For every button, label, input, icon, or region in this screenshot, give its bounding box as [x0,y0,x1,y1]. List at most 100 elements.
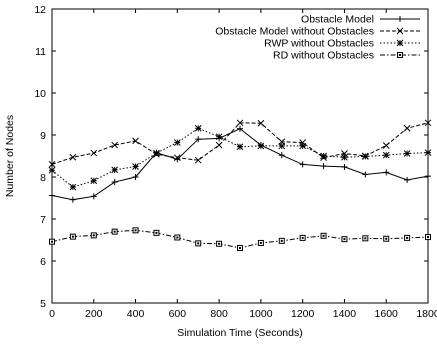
legend-marker [397,52,403,58]
data-point [382,151,390,159]
data-point [69,183,77,191]
legend-label: Obstacle Model without Obstacles [215,26,374,38]
data-point [341,163,348,170]
y-tick-label: 12 [34,4,46,16]
data-point [404,234,411,241]
data-point [278,142,286,150]
legend-label: Obstacle Model [301,14,374,26]
data-point [403,150,411,157]
data-point [320,152,327,160]
data-point [425,234,431,241]
data-point [425,173,431,180]
data-point [257,239,264,246]
data-point [216,240,223,247]
data-point [49,192,55,199]
data-point [153,149,160,157]
legend-marker [397,16,403,22]
x-axis-label: Simulation Time (Seconds) [177,327,302,339]
data-point [174,234,181,241]
axis-ticks: 0 200 400 600 800 1000 1200 1400 1600 1800 5 6 7 8 9 10… [34,4,437,320]
data-point [90,177,98,185]
data-point [362,235,369,242]
y-tick-label: 11 [35,46,46,58]
legend-entry: RD without Obstacles [273,50,420,62]
data-point [383,169,390,176]
y-axis-label: Number of Nodes [4,115,16,197]
data-point [153,229,160,236]
y-tick-label: 10 [34,88,46,100]
plot-frame [51,8,429,304]
data-point [299,142,307,150]
x-tick-label: 1200 [291,308,315,320]
legend-entry: Obstacle Model [301,14,420,26]
data-point [194,124,202,132]
data-point [361,153,369,160]
legend-label: RD without Obstacles [273,50,374,62]
data-point [173,154,181,162]
data-point [424,149,432,156]
legend-entry: Obstacle Model without Obstacles [215,26,420,38]
legend-marker [396,39,404,47]
data-point [278,152,285,159]
data-point [132,163,139,170]
x-tick-label: 1000 [249,308,273,320]
data-point [362,171,369,178]
data-point [132,227,139,234]
x-tick-label: 600 [169,308,187,320]
data-point [69,196,76,203]
data-point [320,232,327,239]
data-point [237,244,243,251]
data-point [195,240,202,247]
data-point [132,137,139,145]
data-point [383,235,390,242]
series-2 [48,124,432,191]
y-tick-label: 6 [40,256,46,268]
y-tick-label: 8 [40,172,46,184]
series-3 [49,227,431,251]
series-line [51,128,429,201]
data-point [257,142,265,150]
series-layer [48,119,432,251]
data-point [111,141,119,149]
legend-label: RWP without Obstacles [264,38,374,50]
data-point [195,136,202,143]
data-point [278,237,285,244]
data-point [173,139,181,146]
data-point [90,149,98,157]
data-point [382,142,390,149]
data-point [424,119,432,127]
data-point [111,179,118,186]
data-point [236,143,244,151]
legend-entry: RWP without Obstacles [264,38,420,50]
y-tick-label: 9 [40,130,46,142]
data-point [48,161,56,168]
data-point [320,163,327,170]
data-point [237,125,243,132]
data-point [215,133,223,141]
data-point [69,233,76,240]
series-0 [49,125,431,203]
x-tick-label: 0 [49,308,55,320]
x-tick-label: 1400 [333,308,357,320]
x-tick-label: 400 [127,308,145,320]
y-tick-label: 5 [40,298,46,310]
data-point [90,232,97,239]
data-point [299,234,306,241]
data-point [111,228,118,235]
data-point [257,119,265,127]
y-tick-label: 7 [40,214,46,226]
x-tick-label: 1600 [375,308,399,320]
data-point [403,124,411,132]
data-point [404,176,411,183]
data-point [69,153,77,161]
data-point [194,156,202,164]
legend-marker [396,27,404,35]
data-point [215,141,223,149]
data-point [341,236,348,243]
data-point [49,238,55,245]
x-tick-label: 200 [85,308,103,320]
data-point [90,193,97,200]
data-point [341,153,348,161]
